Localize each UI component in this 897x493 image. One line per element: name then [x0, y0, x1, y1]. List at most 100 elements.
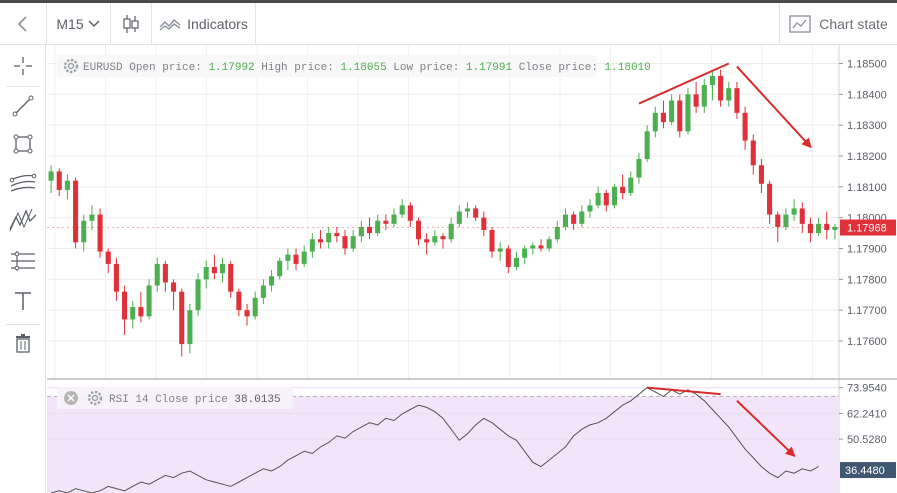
trend-line-icon [12, 95, 33, 117]
sidebar-divider [6, 86, 40, 87]
text-tool[interactable] [0, 282, 45, 320]
text-icon [14, 292, 31, 310]
candle-body [611, 186, 617, 206]
candle [579, 205, 585, 227]
candle-body [236, 291, 242, 311]
trend-line-tool[interactable] [0, 87, 45, 125]
gear-teeth [63, 58, 79, 74]
candle [64, 174, 70, 200]
candle [726, 82, 732, 107]
candle-body [424, 239, 430, 243]
price-tick-label: 1.18500 [847, 59, 887, 71]
candle-body [587, 205, 593, 212]
candle-body [489, 230, 495, 252]
candle-body [685, 94, 691, 132]
candle [113, 257, 119, 301]
candle-body [48, 171, 54, 181]
price-tick-label: 1.18400 [847, 89, 887, 101]
rectangle-tool[interactable] [0, 125, 45, 163]
rsi-tick-label: 73.9540 [847, 383, 887, 395]
ohlc-open-value: 1.17992 [208, 62, 261, 74]
candle [415, 217, 422, 246]
delete-drawings-button[interactable] [0, 325, 45, 363]
candle [309, 233, 315, 258]
close-icon-stroke [67, 394, 75, 402]
candle-body [816, 223, 822, 234]
chart-state-button[interactable]: Chart state [779, 3, 897, 44]
rsi-legend-name: RSI 14 Close price [109, 394, 234, 406]
candle [293, 248, 299, 271]
candle [154, 257, 160, 292]
rsi-tick-label: 50.5280 [847, 434, 887, 446]
indicators-button[interactable]: Indicators [152, 3, 256, 44]
timeframe-select[interactable]: M15 [47, 3, 111, 44]
candle [783, 208, 789, 230]
candle [816, 217, 822, 237]
fibonacci-tool[interactable] [0, 242, 45, 280]
candle [701, 78, 707, 113]
rsi-pane: 73.9540 62.2410 50.5280 36.4480 RSI 14 Close… [47, 383, 896, 493]
close-icon[interactable] [64, 391, 78, 405]
candle-body [481, 217, 487, 230]
price-tick-label: 1.17800 [847, 274, 887, 286]
crosshair-tool[interactable] [0, 47, 45, 85]
candle [48, 165, 54, 193]
candles [48, 69, 838, 357]
gear-hub [91, 394, 99, 402]
candle [669, 94, 675, 126]
chart-type-button[interactable] [111, 3, 152, 44]
candle-body [342, 236, 348, 249]
top-toolbar: M15 Indicators Chart state [0, 3, 897, 45]
candle [269, 270, 275, 292]
candle [203, 260, 209, 289]
candle [105, 248, 111, 274]
ohlc-open-label: Open price: [129, 62, 208, 74]
candle-body [652, 112, 658, 132]
candle-body [293, 254, 299, 264]
candle-body [375, 220, 381, 234]
settings-gear-icon[interactable] [63, 58, 79, 74]
candle [538, 239, 544, 252]
candle [122, 285, 128, 335]
gear-teeth [87, 390, 103, 406]
back-button[interactable] [0, 3, 47, 44]
candle [456, 205, 462, 227]
candle-body [244, 310, 250, 317]
chart-area[interactable]: 1.18500 1.18400 1.18300 1.18200 1.18100 1.180… [47, 45, 897, 493]
candle [252, 291, 258, 320]
candle-body [350, 236, 356, 249]
candle-body [228, 263, 234, 292]
candle [693, 82, 699, 113]
candle-body [366, 226, 373, 234]
rsi-legend: RSI 14 Close price 38.0135 [57, 387, 293, 409]
candle-body [56, 171, 62, 190]
price-grid [47, 45, 839, 378]
price-tick-label: 1.17900 [847, 244, 887, 256]
parallel-channel-tool[interactable] [0, 163, 45, 201]
candle [97, 208, 103, 258]
price-tick-label: 1.17600 [847, 336, 887, 348]
candle-body [252, 297, 258, 317]
settings-gear-icon[interactable] [87, 390, 103, 406]
candle [56, 168, 62, 197]
rsi-last-value-tag [840, 462, 896, 479]
ohlc-close-label: Close price: [519, 62, 605, 74]
pitchfork-tool[interactable] [0, 201, 45, 239]
candle-body [562, 214, 569, 227]
candle [620, 174, 626, 200]
rsi-annotation-trendline [647, 386, 721, 396]
indicators-label: Indicators [187, 15, 248, 32]
candle [522, 245, 528, 264]
candle [146, 279, 152, 320]
candle-body [138, 307, 144, 317]
candle [236, 288, 242, 317]
price-annotations [638, 62, 812, 149]
candle-body [783, 214, 789, 227]
candle [644, 125, 650, 163]
candle [734, 82, 740, 119]
candle [244, 304, 250, 326]
drawing-toolbar [0, 45, 46, 493]
pitchfork-icon [8, 208, 36, 232]
candle-body [799, 208, 805, 224]
annotation-trendline [638, 62, 730, 105]
